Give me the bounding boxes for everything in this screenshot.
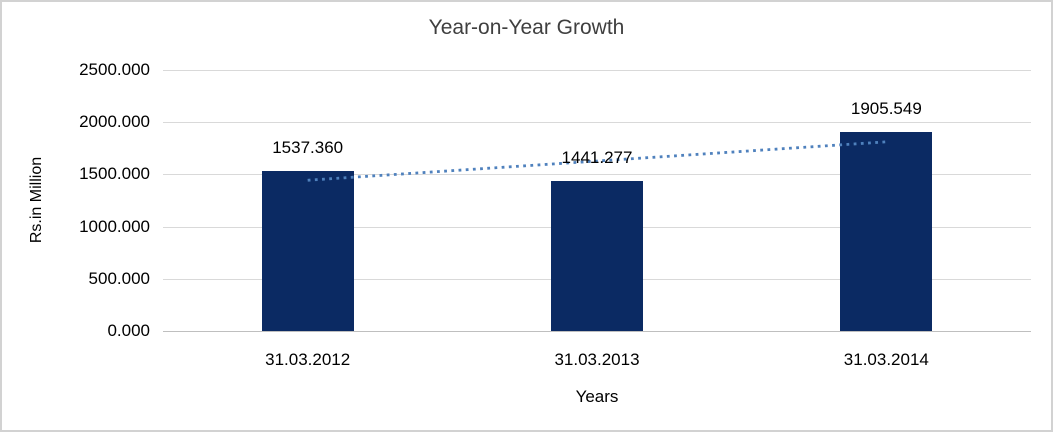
- bar: [261, 170, 354, 331]
- bar: [551, 180, 643, 331]
- trendline: [307, 140, 887, 182]
- x-tick-label: 31.03.2012: [265, 350, 351, 369]
- y-axis-tick-labels: 0.000 500.000 1000.000 1500.000 2000.000 2500…: [2, 60, 150, 340]
- data-label: 1537.360: [272, 137, 344, 157]
- gridline: [163, 70, 1031, 71]
- x-axis-title: Years: [575, 387, 619, 406]
- gridline: [163, 122, 1031, 124]
- trendline-path: [307, 140, 887, 182]
- y-tick-label: 2000.000: [79, 112, 150, 132]
- bar: [840, 132, 933, 331]
- y-tick-label: 0.000: [107, 321, 150, 340]
- plot-area: 1537.360 1441.277 1905.549 31.03.2012 31.03…: [163, 70, 1031, 369]
- y-tick-label: 2500.000: [79, 60, 150, 79]
- data-label: 1441.277: [561, 147, 633, 167]
- y-tick-label: 1500.000: [79, 164, 150, 184]
- x-tick-label: 31.03.2014: [843, 350, 929, 369]
- chart-title: Year-on-Year Growth: [428, 16, 625, 39]
- y-tick-label: 500.000: [88, 268, 150, 288]
- y-tick-label: 1000.000: [79, 216, 150, 236]
- x-tick-label: 31.03.2013: [554, 350, 640, 369]
- gridline: [163, 174, 1031, 176]
- gridline: [163, 331, 1031, 332]
- data-label: 1905.549: [850, 99, 922, 119]
